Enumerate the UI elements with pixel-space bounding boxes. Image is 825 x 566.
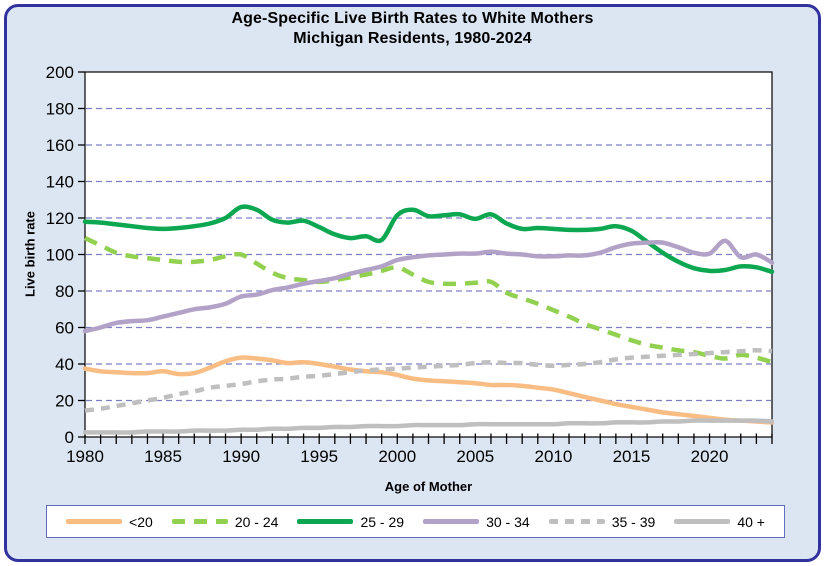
- x-tick-label: 1990: [222, 447, 260, 466]
- series-line-20-24: [84, 236, 773, 365]
- legend-line-sample-35-39: [548, 519, 605, 524]
- y-axis-title: Live birth rate: [22, 211, 38, 297]
- legend-label-20-24: 20 - 24: [234, 513, 279, 530]
- y-tick-label: 160: [46, 136, 74, 155]
- y-tick-label: 200: [46, 63, 74, 82]
- legend-line-sample-20-24: [171, 519, 228, 524]
- y-tick-label: 120: [46, 209, 74, 228]
- legend-label-under20: <20: [129, 513, 153, 530]
- x-tick-label: 1985: [144, 447, 182, 466]
- y-tick-label: 140: [46, 173, 74, 192]
- series-line-30-34: [82, 238, 775, 334]
- y-tick-label: 40: [55, 355, 74, 374]
- legend-item-20-24: 20 - 24: [171, 513, 279, 530]
- x-axis-title: Age of Mother: [384, 479, 473, 494]
- series-line-35-39: [84, 348, 773, 413]
- y-tick-label: 100: [46, 246, 74, 265]
- y-tick-label: 20: [55, 392, 74, 411]
- x-tick-label: 1980: [66, 447, 104, 466]
- legend-item-35-39: 35 - 39: [548, 513, 656, 530]
- series-line-40+: [82, 418, 775, 435]
- legend-line-sample-30-34: [423, 519, 480, 524]
- legend-item-under20: <20: [66, 514, 153, 530]
- legend-item-25-29: 25 - 29: [297, 514, 404, 530]
- x-tick-label: 2010: [534, 447, 572, 466]
- series-line-<20: [82, 355, 775, 425]
- x-tick-label: 1995: [300, 447, 338, 466]
- y-tick-label: 0: [65, 428, 74, 447]
- legend-label-30-34: 30 - 34: [486, 513, 530, 530]
- legend-label-35-39: 35 - 39: [611, 513, 656, 530]
- x-tick-label: 2005: [456, 447, 494, 466]
- y-tick-label: 80: [55, 282, 74, 301]
- series-line-25-29: [82, 204, 775, 275]
- x-tick-label: 2000: [378, 447, 416, 466]
- x-tick-label: 2020: [691, 447, 729, 466]
- legend-item-40plus: 40 +: [674, 514, 765, 530]
- x-tick-label: 2015: [613, 447, 651, 466]
- legend-line-sample-40plus: [674, 519, 731, 524]
- chart-title-line2: Michigan Residents, 1980-2024: [293, 30, 532, 47]
- legend: <20 20 - 24 25 - 29 30 - 34 35 - 39 40 +: [46, 505, 785, 538]
- y-tick-label: 180: [46, 100, 74, 119]
- legend-label-25-29: 25 - 29: [360, 513, 405, 530]
- legend-item-30-34: 30 - 34: [423, 514, 530, 530]
- chart-title-line1: Age-Specific Live Birth Rates to White M…: [231, 10, 594, 27]
- chart-title: Age-Specific Live Birth Rates to White M…: [0, 9, 825, 49]
- legend-line-sample-25-29: [297, 519, 354, 524]
- legend-label-40plus: 40 +: [737, 513, 765, 530]
- legend-line-sample-under20: [66, 519, 123, 524]
- y-tick-label: 60: [55, 319, 74, 338]
